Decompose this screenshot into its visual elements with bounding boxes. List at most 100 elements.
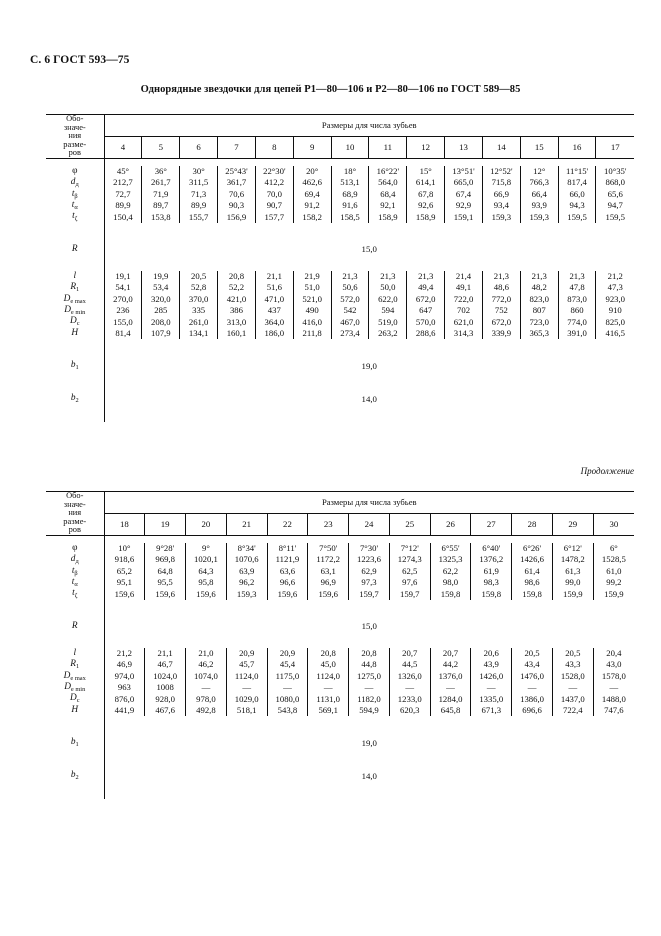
cell-De_max: 823,0 bbox=[520, 293, 559, 305]
cell-l: 21,3 bbox=[520, 270, 559, 283]
cell-De_min: — bbox=[470, 681, 513, 694]
cell-R1: 46,9 bbox=[104, 659, 146, 671]
designation-line-3: ния bbox=[68, 131, 82, 141]
cell-t_zeta: 158,2 bbox=[293, 211, 332, 223]
cell-t_alpha: 89,9 bbox=[179, 199, 219, 212]
label-sub: 2 bbox=[75, 397, 79, 405]
label-text: φ bbox=[72, 165, 78, 176]
cell-De_min: 285 bbox=[141, 304, 181, 317]
cell-R1: 47,8 bbox=[558, 282, 597, 294]
cell-phi: 15° bbox=[406, 165, 446, 178]
designation-line-1: Обо- bbox=[66, 114, 84, 123]
cell-De_max: 672,0 bbox=[406, 293, 446, 305]
cell-phi: 8°11' bbox=[267, 542, 309, 555]
spacer-row bbox=[46, 636, 634, 648]
label-text: D bbox=[69, 316, 77, 327]
cell-phi: 22°30' bbox=[255, 165, 294, 178]
cell-Dc: 1488,0 bbox=[601, 693, 626, 704]
label-sub: c bbox=[76, 697, 80, 705]
cell-H: 160,1 bbox=[217, 327, 256, 340]
cell-t_zeta: 153,8 bbox=[141, 211, 181, 223]
label-text: φ bbox=[72, 542, 78, 553]
cell-De_min: 860 bbox=[558, 304, 597, 317]
cell-d_d: 1223,6 bbox=[348, 554, 390, 566]
row-De-min: De min 236 285 335 386 437 490 542 594 647 702 752… bbox=[46, 304, 634, 317]
cell-H: 696,6 bbox=[511, 704, 553, 717]
cell-d_d: 665,0 bbox=[444, 177, 483, 189]
label-text: t bbox=[71, 188, 75, 199]
cell-Dc: 1131,0 bbox=[307, 693, 350, 705]
spacer-row bbox=[46, 157, 634, 166]
table-header-row-group: Обо- значе- ния разме- ров Размеры для ч… bbox=[46, 114, 634, 159]
cell-De_min: — bbox=[511, 681, 553, 694]
cell-De_min: 490 bbox=[293, 304, 332, 317]
teeth-count-header: 21 bbox=[226, 513, 268, 536]
cell-t_beta: 61,4 bbox=[511, 565, 553, 577]
label-text: R bbox=[70, 659, 76, 670]
spacer-cells bbox=[104, 260, 634, 271]
label-text: H bbox=[71, 704, 79, 715]
cell-De_max: 1376,0 bbox=[430, 670, 472, 682]
label-sub: c bbox=[76, 320, 80, 328]
cell-De_min: 1008 bbox=[144, 681, 187, 694]
cell-t_zeta: 159,6 bbox=[185, 588, 227, 600]
cell-H: 467,6 bbox=[144, 704, 187, 717]
cell-t_alpha: 95,1 bbox=[104, 576, 146, 589]
label-sub: 1 bbox=[75, 663, 80, 671]
label-sub: α bbox=[74, 203, 78, 211]
cell-phi: 20° bbox=[293, 165, 332, 178]
row-label-phi: φ bbox=[46, 542, 105, 555]
b2-value: 14,0 bbox=[361, 393, 377, 404]
row-label-De-max: De max bbox=[46, 293, 105, 305]
row-Dc: Dc 155,0 208,0 261,0 313,0 364,0 416,0 467,0 51… bbox=[46, 316, 634, 328]
cell-t_zeta: 159,7 bbox=[348, 588, 390, 600]
label-text: D bbox=[64, 304, 71, 315]
cell-phi: 7°30' bbox=[348, 542, 390, 555]
cell-l: 21,0 bbox=[185, 647, 227, 660]
cell-l: 20,4 bbox=[606, 648, 622, 659]
row-t-zeta: tζ 159,6 159,6 159,6 159,3 159,6 159,6 159,7 15… bbox=[46, 588, 634, 600]
label-text: D bbox=[63, 670, 71, 681]
cell-t_alpha: 95,8 bbox=[185, 576, 227, 589]
row-label-De-min: De min bbox=[46, 681, 105, 694]
cell-R1: 43,0 bbox=[606, 659, 622, 670]
cell-t_alpha: 98,3 bbox=[470, 576, 513, 589]
teeth-count-header: 30 bbox=[593, 513, 635, 536]
cell-De_max: 320,0 bbox=[141, 293, 181, 305]
spacer-label bbox=[46, 786, 105, 800]
cell-phi: 6°55' bbox=[430, 542, 472, 555]
label-text: H bbox=[71, 327, 79, 338]
cell-Dc: 1182,0 bbox=[348, 693, 390, 705]
teeth-count-header: 22 bbox=[267, 513, 309, 536]
cell-H: 339,9 bbox=[482, 327, 521, 340]
cell-R1: 44,8 bbox=[348, 659, 390, 671]
cell-Dc: 1335,0 bbox=[470, 693, 513, 705]
teeth-count-header: 9 bbox=[293, 136, 332, 159]
cell-R1: 45,0 bbox=[307, 659, 350, 671]
row-De-min: De min 963 1008— — — — — — — — — — — bbox=[46, 681, 634, 694]
cell-De_max: 622,0 bbox=[368, 293, 408, 305]
cell-l: 21,2 bbox=[104, 647, 146, 660]
label-text: t bbox=[72, 588, 75, 599]
cell-t_beta: 68,9 bbox=[331, 188, 370, 200]
cell-Dc: 1233,0 bbox=[389, 693, 431, 705]
cell-R1: 46,2 bbox=[185, 659, 227, 671]
spacer-row bbox=[46, 534, 635, 543]
label-text: t bbox=[71, 565, 75, 576]
continuation-note: Продолжение bbox=[580, 466, 634, 476]
designation-line-4: разме- bbox=[63, 516, 87, 526]
label-text: R bbox=[71, 621, 78, 632]
cell-t_alpha: 90,3 bbox=[217, 199, 256, 212]
cell-d_d: 212,7 bbox=[104, 177, 143, 189]
cell-phi: 6°26' bbox=[511, 542, 553, 555]
cell-t_alpha: 94,3 bbox=[558, 199, 597, 212]
label-text: D bbox=[63, 293, 71, 304]
row-t-beta: tβ 72,7 71,9 71,3 70,6 70,0 69,4 68,9 68,4 67,8 6… bbox=[46, 188, 634, 200]
label-sub: α bbox=[74, 580, 78, 588]
cell-R1: 45,7 bbox=[226, 659, 268, 671]
cell-De_max: 1024,0 bbox=[144, 670, 187, 682]
cell-t_zeta: 159,6 bbox=[144, 588, 187, 600]
cell-De_max: 1074,0 bbox=[185, 670, 227, 682]
teeth-count-header: 16 bbox=[558, 136, 597, 159]
label-sub: 2 bbox=[75, 774, 79, 782]
